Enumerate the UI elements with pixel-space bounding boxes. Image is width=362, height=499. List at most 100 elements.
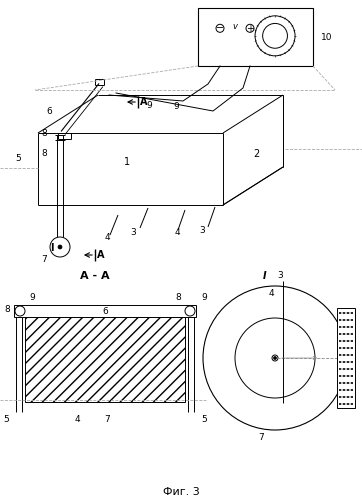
Text: I: I xyxy=(50,243,54,253)
Circle shape xyxy=(339,368,341,370)
Text: 9: 9 xyxy=(146,100,152,109)
Text: 4: 4 xyxy=(104,233,110,242)
Text: А - А: А - А xyxy=(80,271,110,281)
Circle shape xyxy=(343,312,345,314)
Circle shape xyxy=(351,375,353,377)
Circle shape xyxy=(272,355,278,361)
Text: 3: 3 xyxy=(130,228,136,237)
Circle shape xyxy=(347,382,349,384)
Circle shape xyxy=(339,403,341,405)
Text: 9: 9 xyxy=(29,292,35,301)
Text: 7: 7 xyxy=(104,416,110,425)
Circle shape xyxy=(343,368,345,370)
Text: A: A xyxy=(97,250,105,260)
Text: 9: 9 xyxy=(201,292,207,301)
Circle shape xyxy=(339,396,341,398)
Text: 10: 10 xyxy=(321,32,333,41)
Circle shape xyxy=(347,347,349,349)
Text: A: A xyxy=(140,97,148,107)
Circle shape xyxy=(347,326,349,328)
Circle shape xyxy=(339,361,341,363)
Circle shape xyxy=(339,333,341,335)
Text: 8: 8 xyxy=(41,149,47,158)
Circle shape xyxy=(343,319,345,321)
Text: 3: 3 xyxy=(277,271,283,280)
Circle shape xyxy=(351,361,353,363)
Circle shape xyxy=(343,382,345,384)
Bar xyxy=(198,8,313,66)
Text: 7: 7 xyxy=(258,434,264,443)
Text: 6: 6 xyxy=(46,106,52,115)
Circle shape xyxy=(339,375,341,377)
Circle shape xyxy=(351,333,353,335)
Circle shape xyxy=(255,16,295,56)
Circle shape xyxy=(343,354,345,356)
Text: 4: 4 xyxy=(75,416,80,425)
Circle shape xyxy=(351,396,353,398)
Circle shape xyxy=(351,389,353,391)
Circle shape xyxy=(263,23,287,48)
Bar xyxy=(25,317,185,402)
Text: 6: 6 xyxy=(102,306,108,315)
Circle shape xyxy=(235,318,315,398)
Text: 5: 5 xyxy=(201,416,207,425)
Text: 5: 5 xyxy=(15,154,21,163)
Circle shape xyxy=(274,356,277,359)
Text: 4: 4 xyxy=(174,228,180,237)
Text: +: + xyxy=(246,24,254,34)
Text: 1: 1 xyxy=(124,157,130,167)
Text: v: v xyxy=(232,22,237,31)
Circle shape xyxy=(339,382,341,384)
Circle shape xyxy=(15,306,25,316)
Circle shape xyxy=(351,340,353,342)
Circle shape xyxy=(343,347,345,349)
Circle shape xyxy=(343,340,345,342)
Circle shape xyxy=(185,306,195,316)
Text: 4: 4 xyxy=(268,289,274,298)
Circle shape xyxy=(339,347,341,349)
Circle shape xyxy=(351,382,353,384)
Circle shape xyxy=(58,245,62,249)
Text: −: − xyxy=(216,23,224,33)
Circle shape xyxy=(343,403,345,405)
Circle shape xyxy=(347,403,349,405)
Circle shape xyxy=(351,326,353,328)
Circle shape xyxy=(343,326,345,328)
Circle shape xyxy=(347,389,349,391)
Circle shape xyxy=(347,368,349,370)
Text: Фиг. 3: Фиг. 3 xyxy=(163,487,199,497)
Circle shape xyxy=(347,375,349,377)
Circle shape xyxy=(343,396,345,398)
Circle shape xyxy=(347,396,349,398)
Circle shape xyxy=(216,24,224,32)
Circle shape xyxy=(351,354,353,356)
Circle shape xyxy=(50,237,70,257)
Circle shape xyxy=(351,347,353,349)
Circle shape xyxy=(347,333,349,335)
Text: 9: 9 xyxy=(173,101,179,110)
Circle shape xyxy=(343,333,345,335)
Circle shape xyxy=(351,312,353,314)
Text: I: I xyxy=(263,271,267,281)
Circle shape xyxy=(339,319,341,321)
Bar xyxy=(337,308,355,408)
Circle shape xyxy=(339,354,341,356)
Circle shape xyxy=(339,389,341,391)
Circle shape xyxy=(351,368,353,370)
Circle shape xyxy=(347,319,349,321)
Circle shape xyxy=(351,319,353,321)
Text: 7: 7 xyxy=(41,254,47,263)
Circle shape xyxy=(347,340,349,342)
Circle shape xyxy=(351,403,353,405)
Circle shape xyxy=(347,361,349,363)
Circle shape xyxy=(339,312,341,314)
Circle shape xyxy=(343,375,345,377)
Text: 2: 2 xyxy=(253,149,259,159)
Circle shape xyxy=(347,354,349,356)
Circle shape xyxy=(203,286,347,430)
Text: 3: 3 xyxy=(199,226,205,235)
Circle shape xyxy=(347,312,349,314)
Circle shape xyxy=(343,389,345,391)
Bar xyxy=(14,305,196,317)
Text: 5: 5 xyxy=(3,416,9,425)
